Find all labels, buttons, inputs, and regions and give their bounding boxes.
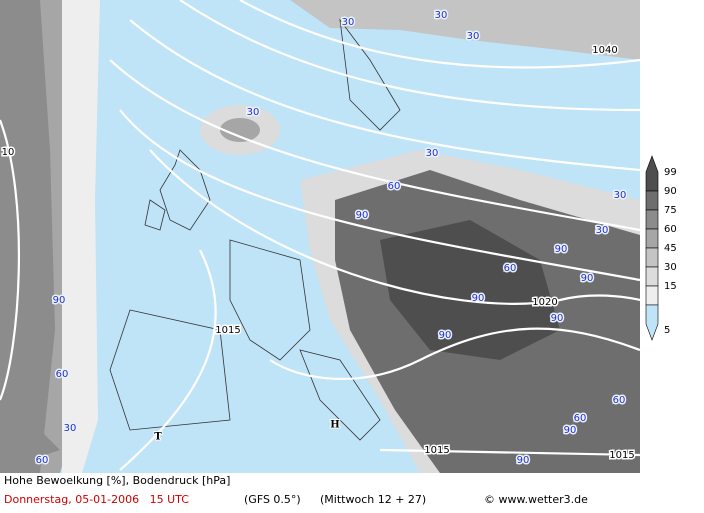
legend-swatch — [645, 209, 659, 230]
isobar-label: 1020 — [532, 297, 557, 308]
cloud-label: 60 — [56, 369, 69, 380]
legend-swatch — [645, 247, 659, 268]
legend-label: 99 — [664, 167, 677, 178]
isobar-label: 1015 — [424, 445, 449, 456]
cloud-label: 90 — [356, 210, 369, 221]
cloud-area — [220, 118, 260, 142]
cloud-label: 90 — [53, 295, 66, 306]
cloud-label: 30 — [614, 190, 627, 201]
cloud-label: 30 — [247, 107, 260, 118]
isobar-label: 1015 — [215, 325, 240, 336]
cloud-label: 90 — [472, 293, 485, 304]
cloud-label: 90 — [439, 330, 452, 341]
cloud-label: 30 — [426, 148, 439, 159]
cloud-label: 90 — [581, 273, 594, 284]
cloud-label: 30 — [596, 225, 609, 236]
legend-swatch — [645, 190, 659, 211]
cloud-area — [290, 0, 640, 60]
cloud-label: 90 — [517, 455, 530, 466]
map: 1040 1020 1015 1015 1015 10 30 30 30 30 30 30 30 30 60… — [0, 0, 677, 473]
legend-label: 5 — [664, 325, 670, 336]
cloud-label: 30 — [342, 17, 355, 28]
footer-credit: © www.wetter3.de — [484, 493, 588, 506]
cloud-label: 30 — [467, 31, 480, 42]
isobar-label: 1040 — [592, 45, 617, 56]
footer-date: Donnerstag, 05-01-2006 15 UTC — [4, 493, 189, 506]
legend-swatch — [645, 155, 659, 192]
cloud-label: 90 — [555, 244, 568, 255]
pressure-center: T — [154, 432, 162, 443]
cloud-label: 60 — [36, 455, 49, 466]
cloud-label: 30 — [435, 10, 448, 21]
cloud-area — [0, 420, 60, 460]
footer-run: (Mittwoch 12 + 27) — [320, 493, 427, 506]
cloud-label: 60 — [613, 395, 626, 406]
footer-model: (GFS 0.5°) — [244, 493, 301, 506]
legend-label: 45 — [664, 243, 677, 254]
pressure-center: H — [330, 420, 339, 431]
cloud-label: 60 — [388, 181, 401, 192]
isobar-label: 10 — [2, 147, 15, 158]
legend-label: 75 — [664, 205, 677, 216]
legend-swatch — [645, 285, 659, 306]
footer-title: Hohe Bewoelkung [%], Bodendruck [hPa] — [4, 474, 231, 487]
legend-swatch — [645, 266, 659, 287]
legend-swatch — [645, 304, 659, 341]
legend-label: 90 — [664, 186, 677, 197]
legend-label: 30 — [664, 262, 677, 273]
isobars — [0, 0, 641, 471]
cloud-label: 60 — [574, 413, 587, 424]
isobar-label: 1015 — [609, 450, 634, 461]
cloud-area — [380, 220, 560, 360]
cloud-label: 60 — [504, 263, 517, 274]
cloud-label: 30 — [64, 423, 77, 434]
legend-label: 15 — [664, 281, 677, 292]
cloud-area — [62, 0, 100, 473]
cloud-label: 90 — [551, 313, 564, 324]
coastlines — [109, 18, 401, 441]
legend-label: 60 — [664, 224, 677, 235]
legend-swatch — [645, 228, 659, 249]
cloud-label: 90 — [564, 425, 577, 436]
cloud-area — [0, 0, 55, 473]
